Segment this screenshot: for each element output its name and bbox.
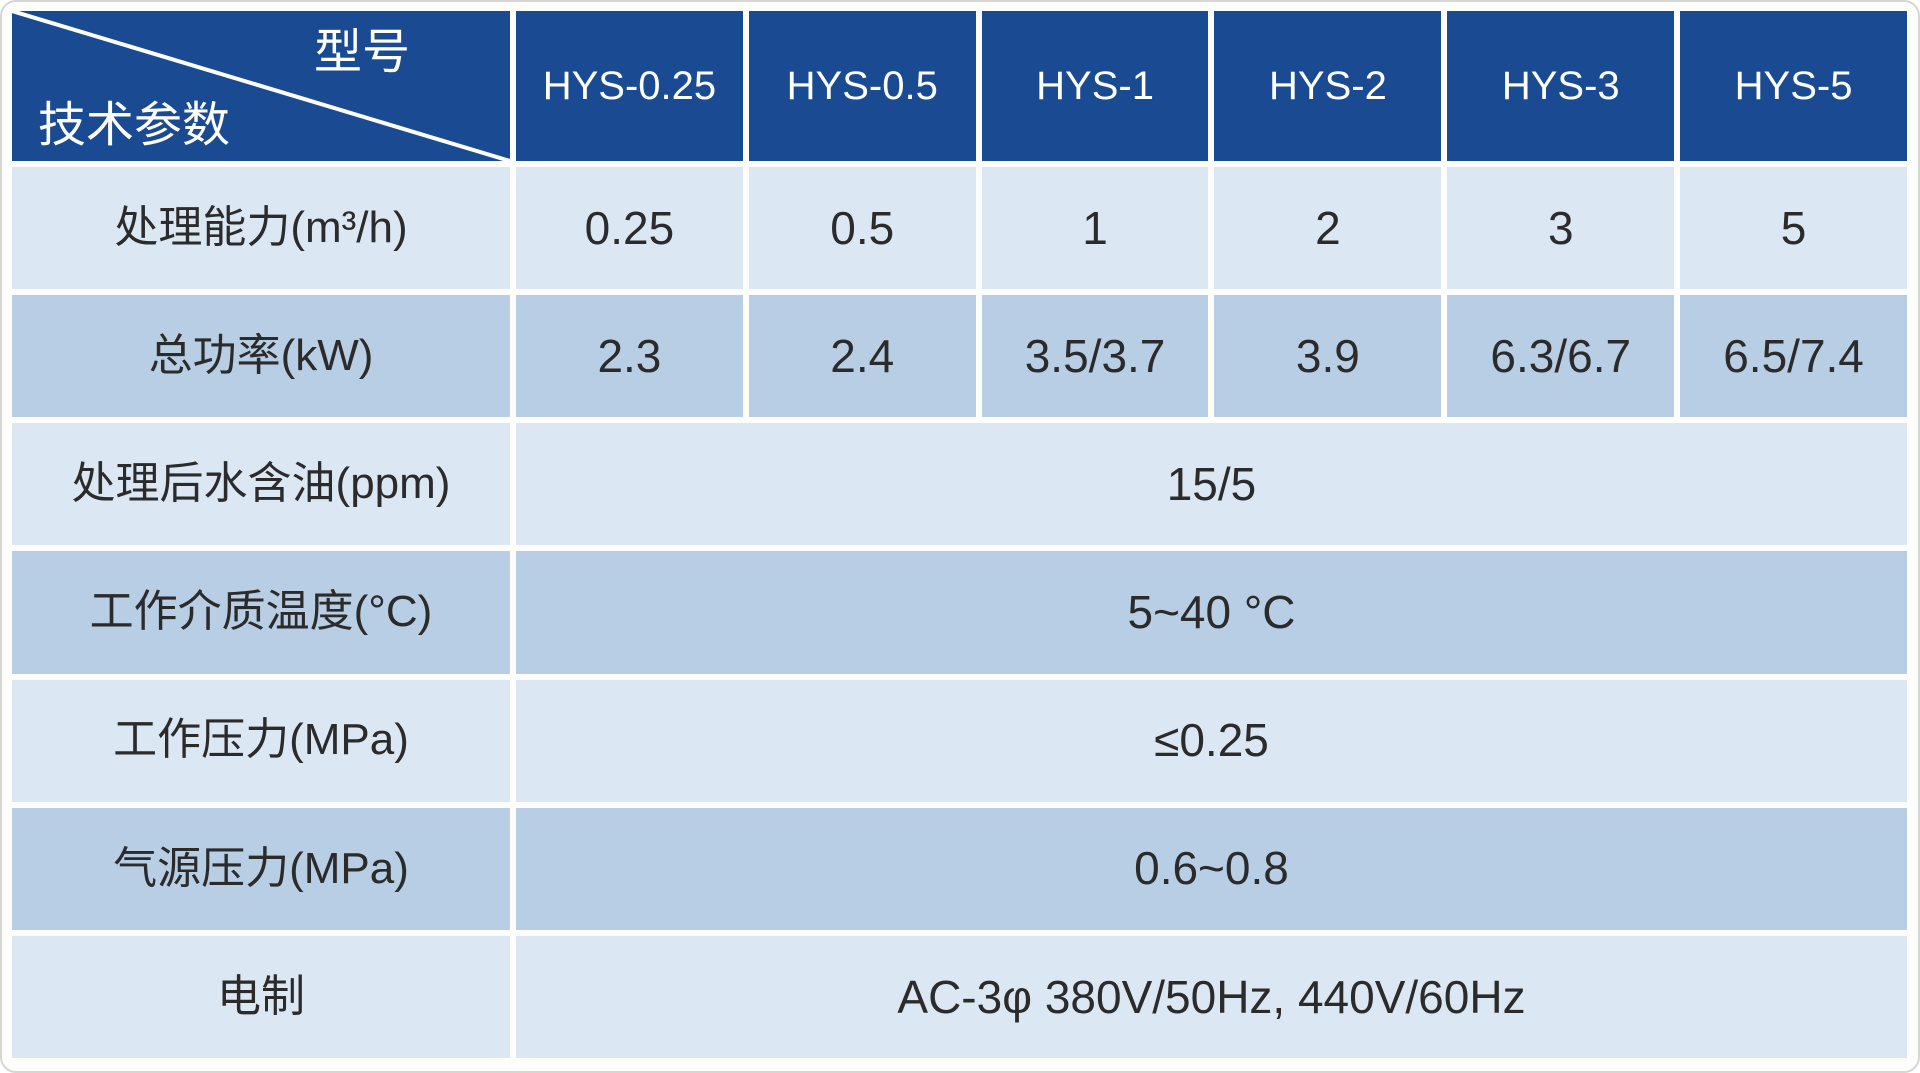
row-label-working-pressure: 工作压力(MPa) (12, 679, 510, 802)
spec-table: 型号 技术参数 HYS-0.25 HYS-0.5 HYS-1 HYS-2 HYS… (12, 11, 1907, 1058)
medium-temperature-value: 5~40 °C (516, 551, 1907, 674)
capacity-value: 3 (1447, 167, 1675, 290)
row-label-capacity: 处理能力(m³/h) (12, 167, 510, 290)
column-header-model: HYS-3 (1447, 11, 1675, 161)
column-header-model: HYS-1 (981, 11, 1209, 161)
capacity-value: 0.5 (748, 167, 976, 290)
corner-label-parameters: 技术参数 (38, 99, 231, 153)
row-label-total-power: 总功率(kW) (12, 295, 510, 418)
power-value: 3.5/3.7 (981, 295, 1209, 418)
column-header-model: HYS-2 (1214, 11, 1442, 161)
air-pressure-value: 0.6~0.8 (516, 807, 1907, 930)
power-value: 6.5/7.4 (1680, 295, 1907, 418)
power-value: 2.3 (516, 295, 743, 418)
corner-header-cell: 型号 技术参数 (12, 11, 510, 161)
electrical-system-value: AC-3φ 380V/50Hz, 440V/60Hz (516, 935, 1907, 1058)
column-header-model: HYS-0.25 (516, 11, 743, 161)
oil-content-value: 15/5 (516, 423, 1907, 546)
row-label-air-pressure: 气源压力(MPa) (12, 807, 510, 930)
working-pressure-value: ≤0.25 (516, 679, 1907, 802)
row-label-oil-content: 处理后水含油(ppm) (12, 423, 510, 546)
power-value: 2.4 (748, 295, 976, 418)
power-value: 6.3/6.7 (1447, 295, 1675, 418)
capacity-value: 1 (981, 167, 1209, 290)
capacity-value: 2 (1214, 167, 1442, 290)
row-label-electrical-system: 电制 (12, 935, 510, 1058)
diagonal-divider-line (12, 11, 510, 161)
column-header-model: HYS-0.5 (748, 11, 976, 161)
power-value: 3.9 (1214, 295, 1442, 418)
row-label-medium-temperature: 工作介质温度(°C) (12, 551, 510, 674)
corner-label-model: 型号 (313, 26, 410, 79)
capacity-value: 5 (1680, 167, 1907, 290)
column-header-model: HYS-5 (1680, 11, 1907, 161)
capacity-value: 0.25 (516, 167, 743, 290)
